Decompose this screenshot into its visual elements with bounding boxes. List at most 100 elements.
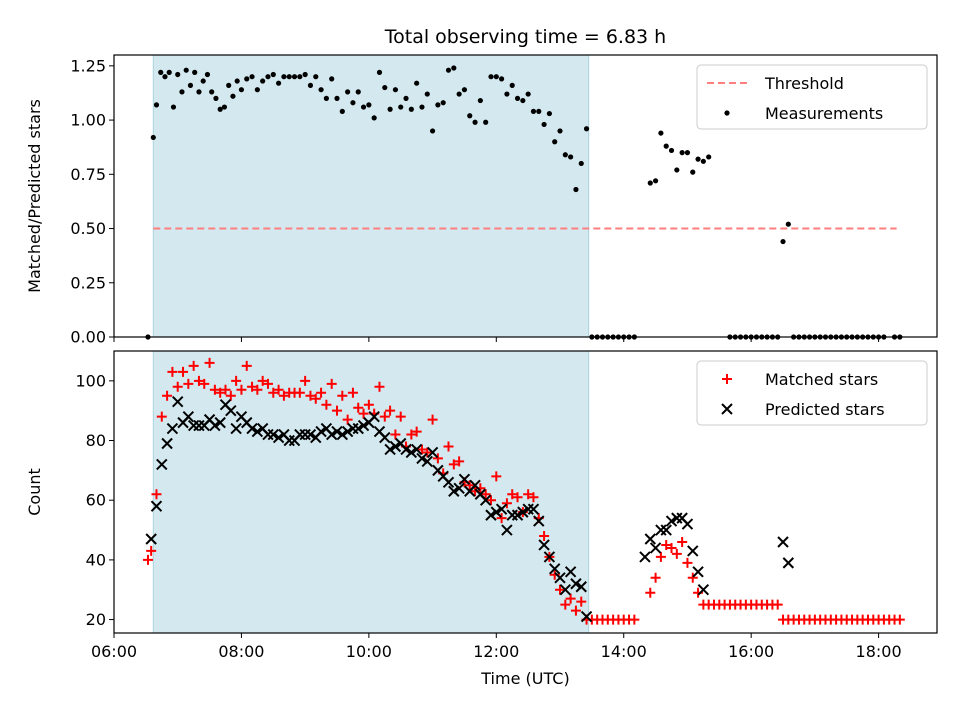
measurement-point [392, 87, 399, 93]
matched-star-marker [337, 390, 348, 401]
measurement-point [297, 74, 303, 80]
predicted-star-marker [145, 533, 157, 545]
predicted-star-marker [548, 563, 561, 575]
measurement-point [461, 87, 468, 93]
x-axis-label: Time (UTC) [480, 669, 569, 688]
matched-star-marker [193, 375, 204, 386]
measurement-point [382, 84, 388, 91]
matched-star-marker [395, 411, 406, 422]
measurement-point [530, 108, 537, 114]
predicted-star-marker [575, 581, 587, 593]
matched-star-marker [485, 495, 496, 506]
predicted-star-marker [458, 473, 471, 486]
predicted-star-marker [448, 485, 460, 497]
predicted-star-marker [352, 422, 364, 435]
measurement-point [419, 104, 425, 110]
measurement-point [706, 154, 712, 160]
matched-star-marker [278, 390, 289, 401]
matched-star-marker [300, 375, 311, 386]
measurement-point [150, 134, 156, 141]
y-tick-label: 80 [86, 431, 106, 450]
predicted-star-marker [315, 425, 327, 438]
measurement-point [695, 156, 701, 162]
measurement-point [158, 69, 164, 75]
matched-star-marker [257, 375, 268, 386]
matched-star-marker [225, 390, 236, 401]
measurement-point [658, 130, 664, 136]
measurement-point [398, 104, 404, 110]
predicted-star-marker [421, 455, 433, 468]
predicted-star-marker [687, 545, 699, 557]
matched-star-marker [142, 554, 153, 565]
matched-star-marker [512, 492, 523, 503]
legend-predicted-swatch [721, 403, 733, 415]
measurement-point [265, 74, 271, 80]
y-tick-label: 60 [86, 491, 106, 510]
matched-star-marker [247, 381, 258, 392]
predicted-star-marker [697, 584, 710, 596]
predicted-star-marker [331, 425, 343, 438]
predicted-star-marker [490, 506, 503, 518]
measurement-point [192, 69, 198, 75]
y-tick-label: 20 [86, 610, 106, 629]
matched-star-marker [416, 444, 427, 455]
predicted-star-marker [559, 584, 572, 596]
legend-label: Measurements [765, 104, 883, 123]
predicted-star-marker [495, 503, 508, 515]
y-tick-label: 0.25 [70, 273, 106, 292]
measurement-point [780, 238, 786, 245]
matched-star-marker [422, 447, 433, 458]
matched-star-marker [220, 384, 231, 395]
x-tick-label: 12:00 [473, 642, 519, 661]
measurement-point [234, 78, 240, 84]
measurement-point [339, 108, 345, 114]
matched-star-marker [332, 405, 343, 416]
predicted-star-marker [580, 610, 593, 623]
predicted-star-marker [479, 494, 492, 506]
matched-star-marker [236, 384, 247, 395]
measurement-point [488, 74, 494, 80]
matched-star-marker [268, 387, 279, 398]
matched-star-marker [464, 480, 475, 491]
matched-star-marker [183, 378, 194, 389]
measurement-point [424, 91, 430, 97]
matched-star-marker [480, 489, 491, 500]
measurement-point [445, 67, 452, 73]
x-tick-label: 14:00 [601, 642, 647, 661]
measurement-point [175, 71, 181, 78]
measurement-point [213, 95, 219, 101]
matched-star-marker [523, 489, 534, 500]
predicted-star-marker [416, 452, 428, 465]
predicted-star-marker [485, 509, 497, 521]
measurement-point [663, 143, 669, 149]
legend-box [696, 64, 928, 130]
top-panel: 0.00 0.25 0.50 0.75 1.00 1.25 Total observing … [25, 26, 938, 347]
measurement-point [525, 91, 531, 97]
predicted-star-marker [426, 446, 439, 459]
matched-star-marker [188, 360, 199, 371]
matched-star-marker [215, 387, 226, 398]
measurement-point [249, 74, 255, 80]
x-tick-label: 06:00 [91, 642, 137, 661]
matched-star-marker [374, 381, 385, 392]
measurement-point [302, 71, 308, 78]
matched-star-marker [560, 599, 571, 610]
measurement-point [166, 69, 172, 75]
matched-star-marker [650, 572, 661, 583]
y-tick-label: 40 [86, 550, 106, 569]
matched-star-marker [448, 459, 459, 470]
matched-star-marker [682, 557, 693, 568]
predicted-star-marker [336, 428, 349, 441]
predicted-star-marker [304, 428, 317, 441]
measurement-point [562, 152, 568, 158]
predicted-star-marker [660, 524, 672, 536]
matched-star-marker [411, 426, 422, 437]
measurement-point [291, 74, 298, 80]
measurement-point [204, 71, 211, 78]
predicted-star-marker [389, 440, 402, 453]
measurement-point [260, 78, 266, 84]
measurement-point [509, 82, 515, 88]
matched-star-marker [528, 492, 539, 503]
matched-star-marker [156, 411, 167, 422]
predicted-star-marker [150, 500, 163, 512]
